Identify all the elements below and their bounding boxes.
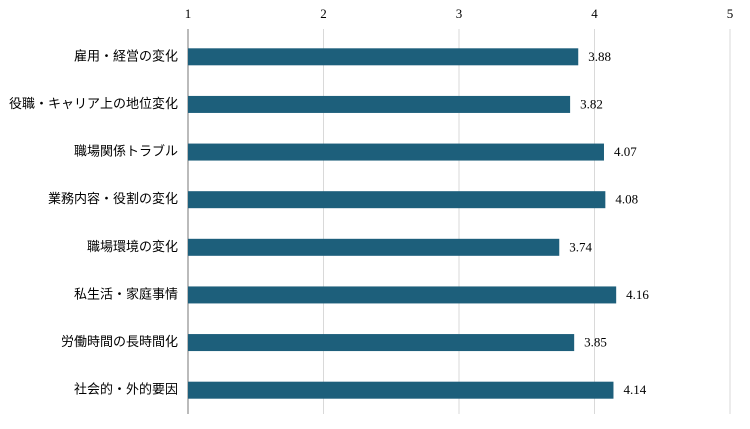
data-label: 3.74	[569, 239, 592, 254]
data-label: 4.07	[614, 144, 637, 159]
x-tick-label: 2	[320, 6, 327, 21]
bar	[188, 191, 606, 209]
bar	[188, 381, 614, 399]
bar	[188, 238, 560, 256]
x-tick-label: 3	[456, 6, 463, 21]
y-tick-label: 職場関係トラブル	[74, 144, 178, 160]
data-label: 4.14	[623, 382, 646, 397]
x-tick-label: 5	[727, 6, 734, 21]
data-label: 3.88	[588, 49, 611, 64]
y-tick-label: 雇用・経営の変化	[74, 48, 178, 64]
x-tick-label: 1	[185, 6, 192, 21]
data-label: 4.16	[626, 287, 649, 302]
y-tick-label: 労働時間の長時間化	[61, 335, 178, 350]
bar	[188, 95, 571, 113]
y-tick-label: 職場環境の変化	[87, 239, 178, 255]
x-tick-label: 4	[591, 6, 598, 21]
data-label: 3.82	[580, 96, 603, 111]
bar	[188, 286, 617, 304]
bar	[188, 334, 575, 352]
data-label: 3.85	[584, 335, 607, 350]
bar	[188, 48, 579, 66]
y-tick-label: 私生活・家庭事情	[74, 286, 178, 302]
bar	[188, 143, 604, 161]
y-tick-label: 業務内容・役割の変化	[48, 191, 178, 207]
data-label: 4.08	[615, 192, 638, 207]
y-tick-label: 役職・キャリア上の地位変化	[9, 96, 178, 112]
y-tick-label: 社会的・外的要因	[74, 382, 178, 398]
